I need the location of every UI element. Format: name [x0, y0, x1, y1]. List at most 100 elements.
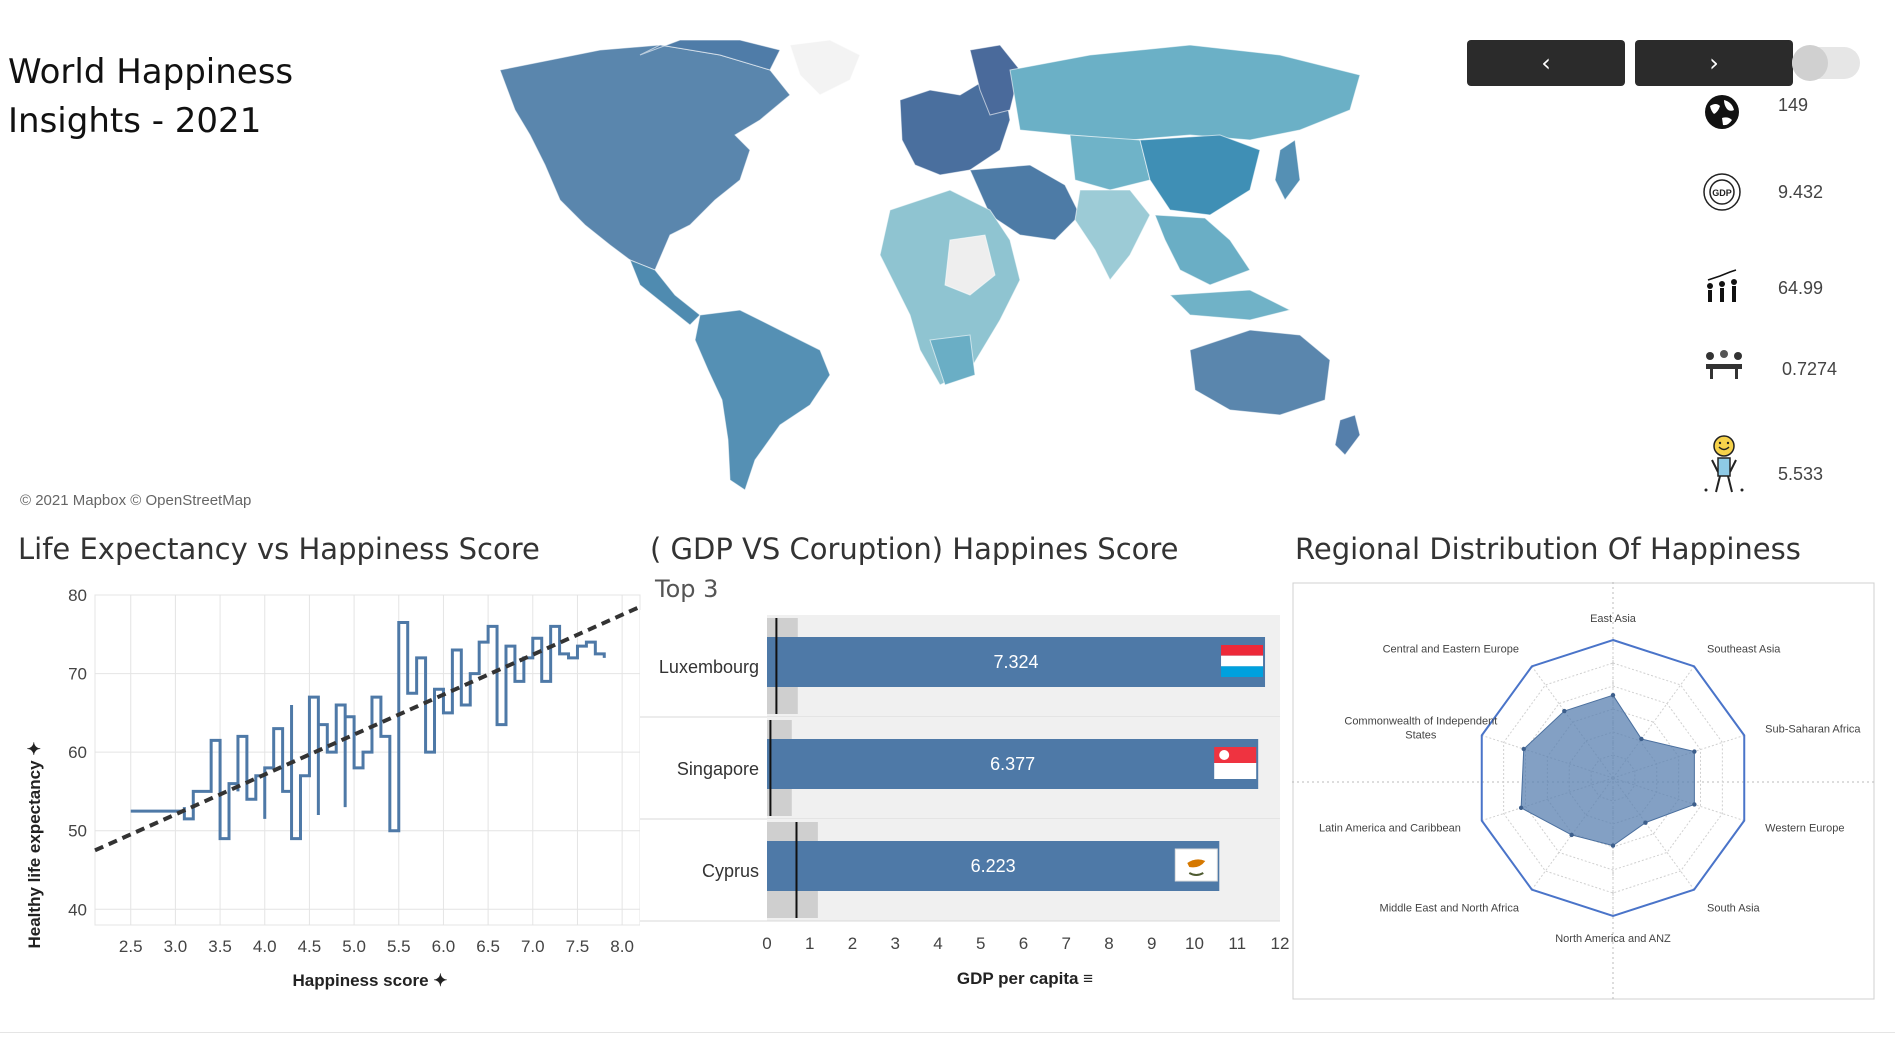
radar-point[interactable] — [1569, 832, 1574, 838]
world-map-svg[interactable] — [490, 39, 1380, 500]
map-region-new-zealand[interactable] — [1334, 414, 1361, 456]
scatter-xlabel: Happiness score ✦ — [292, 971, 447, 990]
scatter-y-tick-label: 40 — [68, 900, 87, 919]
map-region-indonesia[interactable] — [1168, 289, 1292, 321]
radar-point[interactable] — [1643, 820, 1648, 825]
map-region-russia[interactable] — [1009, 44, 1361, 141]
map-region-south-africa[interactable] — [929, 334, 976, 386]
map-region-europe[interactable] — [899, 79, 1011, 176]
radar-spoke — [1612, 777, 1695, 890]
gdp-category-label: Cyprus — [702, 861, 759, 881]
map-region-canada-islands[interactable] — [639, 39, 781, 71]
people-growth-icon — [1702, 268, 1742, 308]
gdp-x-tick-label: 7 — [1062, 934, 1071, 953]
gdp-corruption-chart[interactable]: Luxembourg 7.324 Singapore 6.377 Cyprus 6.223… — [640, 610, 1290, 1010]
kpi-gdp: 9.432 — [1778, 182, 1824, 202]
gdp-row[interactable]: Luxembourg 7.324 — [640, 615, 1280, 718]
gdp-x-tick-label: 6 — [1019, 934, 1028, 953]
radar-axis-label: Sub-Saharan Africa — [1765, 724, 1861, 736]
gdp-bar-value-label: 6.377 — [990, 754, 1035, 774]
radar-axis-label: South Asia — [1707, 902, 1760, 914]
radar-point[interactable] — [1562, 708, 1567, 714]
map-region-japan[interactable] — [1274, 139, 1301, 201]
gdp-x-tick-label: 2 — [848, 934, 857, 953]
radar-axis-label: Western Europe — [1765, 822, 1844, 834]
radar-point[interactable] — [1610, 843, 1616, 848]
map-region-southeast-asia[interactable] — [1154, 214, 1251, 286]
scatter-x-tick-label: 4.5 — [298, 937, 322, 956]
scatter-x-tick-label: 6.5 — [476, 937, 500, 956]
scatter-x-tick-label: 7.5 — [566, 937, 590, 956]
radar-labels: East Asia Southeast Asia Sub-Saharan Afric… — [1319, 613, 1861, 945]
regional-radar-chart[interactable]: East Asia Southeast Asia Sub-Saharan Afric… — [1292, 582, 1875, 1000]
map-region-australia[interactable] — [1189, 329, 1331, 416]
scatter-x-tick-label: 3.0 — [164, 937, 188, 956]
gdp-xlabel: GDP per capita ≡ — [957, 969, 1093, 988]
gdp-bar[interactable] — [767, 841, 1220, 891]
radar-axis-label: North America and ANZ — [1555, 933, 1671, 945]
gdp-chart-subtitle: Top 3 — [655, 575, 719, 603]
life-expectancy-chart[interactable]: 40 50 60 70 80 2.5 3.0 3.5 4.0 4.5 5.0 5.5 6.0 6.5 7.… — [0, 575, 650, 1005]
dashboard-title-line2: Insights - 2021 — [8, 101, 262, 141]
radar-point[interactable] — [1610, 693, 1616, 698]
gdp-category-label: Singapore — [677, 759, 759, 779]
map-region-south-asia[interactable] — [1074, 189, 1151, 281]
gdp-bar[interactable] — [767, 637, 1266, 687]
previous-button[interactable]: ‹ — [1467, 40, 1625, 86]
gdp-row[interactable]: Cyprus 6.223 — [640, 819, 1280, 922]
map-region-north-america[interactable] — [499, 44, 791, 271]
map-region-africa-nodata[interactable] — [944, 234, 996, 296]
scatter-x-tick-label: 5.0 — [342, 937, 366, 956]
chevron-right-icon: › — [1709, 49, 1719, 77]
kpi-freedom: 0.7274 — [1782, 359, 1838, 379]
gdp-rows[interactable]: Luxembourg 7.324 Singapore 6.377 Cyprus 6.223 — [640, 615, 1280, 922]
gdp-bar[interactable] — [767, 739, 1259, 789]
scatter-ylabel: Healthy life expectancy ✦ — [25, 742, 44, 949]
map-region-central-america[interactable] — [629, 259, 701, 326]
svg-text:GDP: GDP — [1712, 188, 1732, 198]
map-attribution: © 2021 Mapbox © OpenStreetMap — [20, 492, 252, 509]
gdp-x-tick-label: 3 — [891, 934, 900, 953]
meeting-table-icon — [1702, 348, 1742, 388]
scatter-x-tick-label: 6.0 — [432, 937, 456, 956]
gdp-x-tick-label: 5 — [976, 934, 985, 953]
toggle-knob[interactable] — [1792, 45, 1828, 81]
gdp-x-tick-label: 8 — [1104, 934, 1113, 953]
singapore-flag-icon — [1214, 747, 1257, 779]
toggle-switch[interactable] — [1792, 45, 1860, 81]
cyprus-flag-icon — [1174, 848, 1218, 882]
gdp-bar-value-label: 7.324 — [993, 652, 1038, 672]
map-region-greenland[interactable] — [789, 39, 861, 96]
gdp-chart-title: ( GDP VS Coruption) Happines Score — [650, 532, 1179, 566]
radar-axis-label: States — [1405, 730, 1437, 742]
gdp-bar-value-label: 6.223 — [971, 856, 1016, 876]
map-region-scandinavia[interactable] — [969, 44, 1021, 116]
gdp-row[interactable]: Singapore 6.377 — [640, 717, 1280, 820]
map-region-china[interactable] — [1139, 134, 1261, 216]
radar-point[interactable] — [1518, 805, 1524, 811]
radar-spoke — [1612, 666, 1695, 779]
scatter-x-tick-label: 2.5 — [119, 937, 143, 956]
scatter-trendline — [94, 604, 641, 853]
happy-person-icon — [1702, 432, 1744, 498]
radar-axis-label: Central and Eastern Europe — [1383, 644, 1519, 656]
globe-icon — [1702, 92, 1742, 132]
scatter-x-tick-label: 3.5 — [208, 937, 232, 956]
map-region-central-asia[interactable] — [1069, 134, 1151, 191]
scatter-x-tick-label: 5.5 — [387, 937, 411, 956]
radar-point[interactable] — [1521, 746, 1526, 752]
map-region-south-america[interactable] — [694, 309, 831, 491]
scatter-y-ticks: 40 50 60 70 80 — [68, 586, 87, 919]
radar-point[interactable] — [1692, 749, 1697, 754]
world-happiness-map[interactable] — [490, 39, 1380, 500]
dashboard-title: World Happiness Insights - 2021 — [8, 48, 293, 146]
gdp-x-tick-label: 12 — [1271, 934, 1290, 953]
gdp-x-tick-label: 10 — [1185, 934, 1204, 953]
radar-point[interactable] — [1692, 802, 1697, 807]
next-button[interactable]: › — [1635, 40, 1793, 86]
scatter-series-line[interactable] — [130, 621, 606, 841]
scatter-x-tick-label: 7.0 — [521, 937, 545, 956]
luxembourg-flag-icon — [1221, 645, 1264, 677]
kpi-happiness-score: 5.533 — [1778, 464, 1824, 484]
radar-point[interactable] — [1639, 736, 1644, 742]
